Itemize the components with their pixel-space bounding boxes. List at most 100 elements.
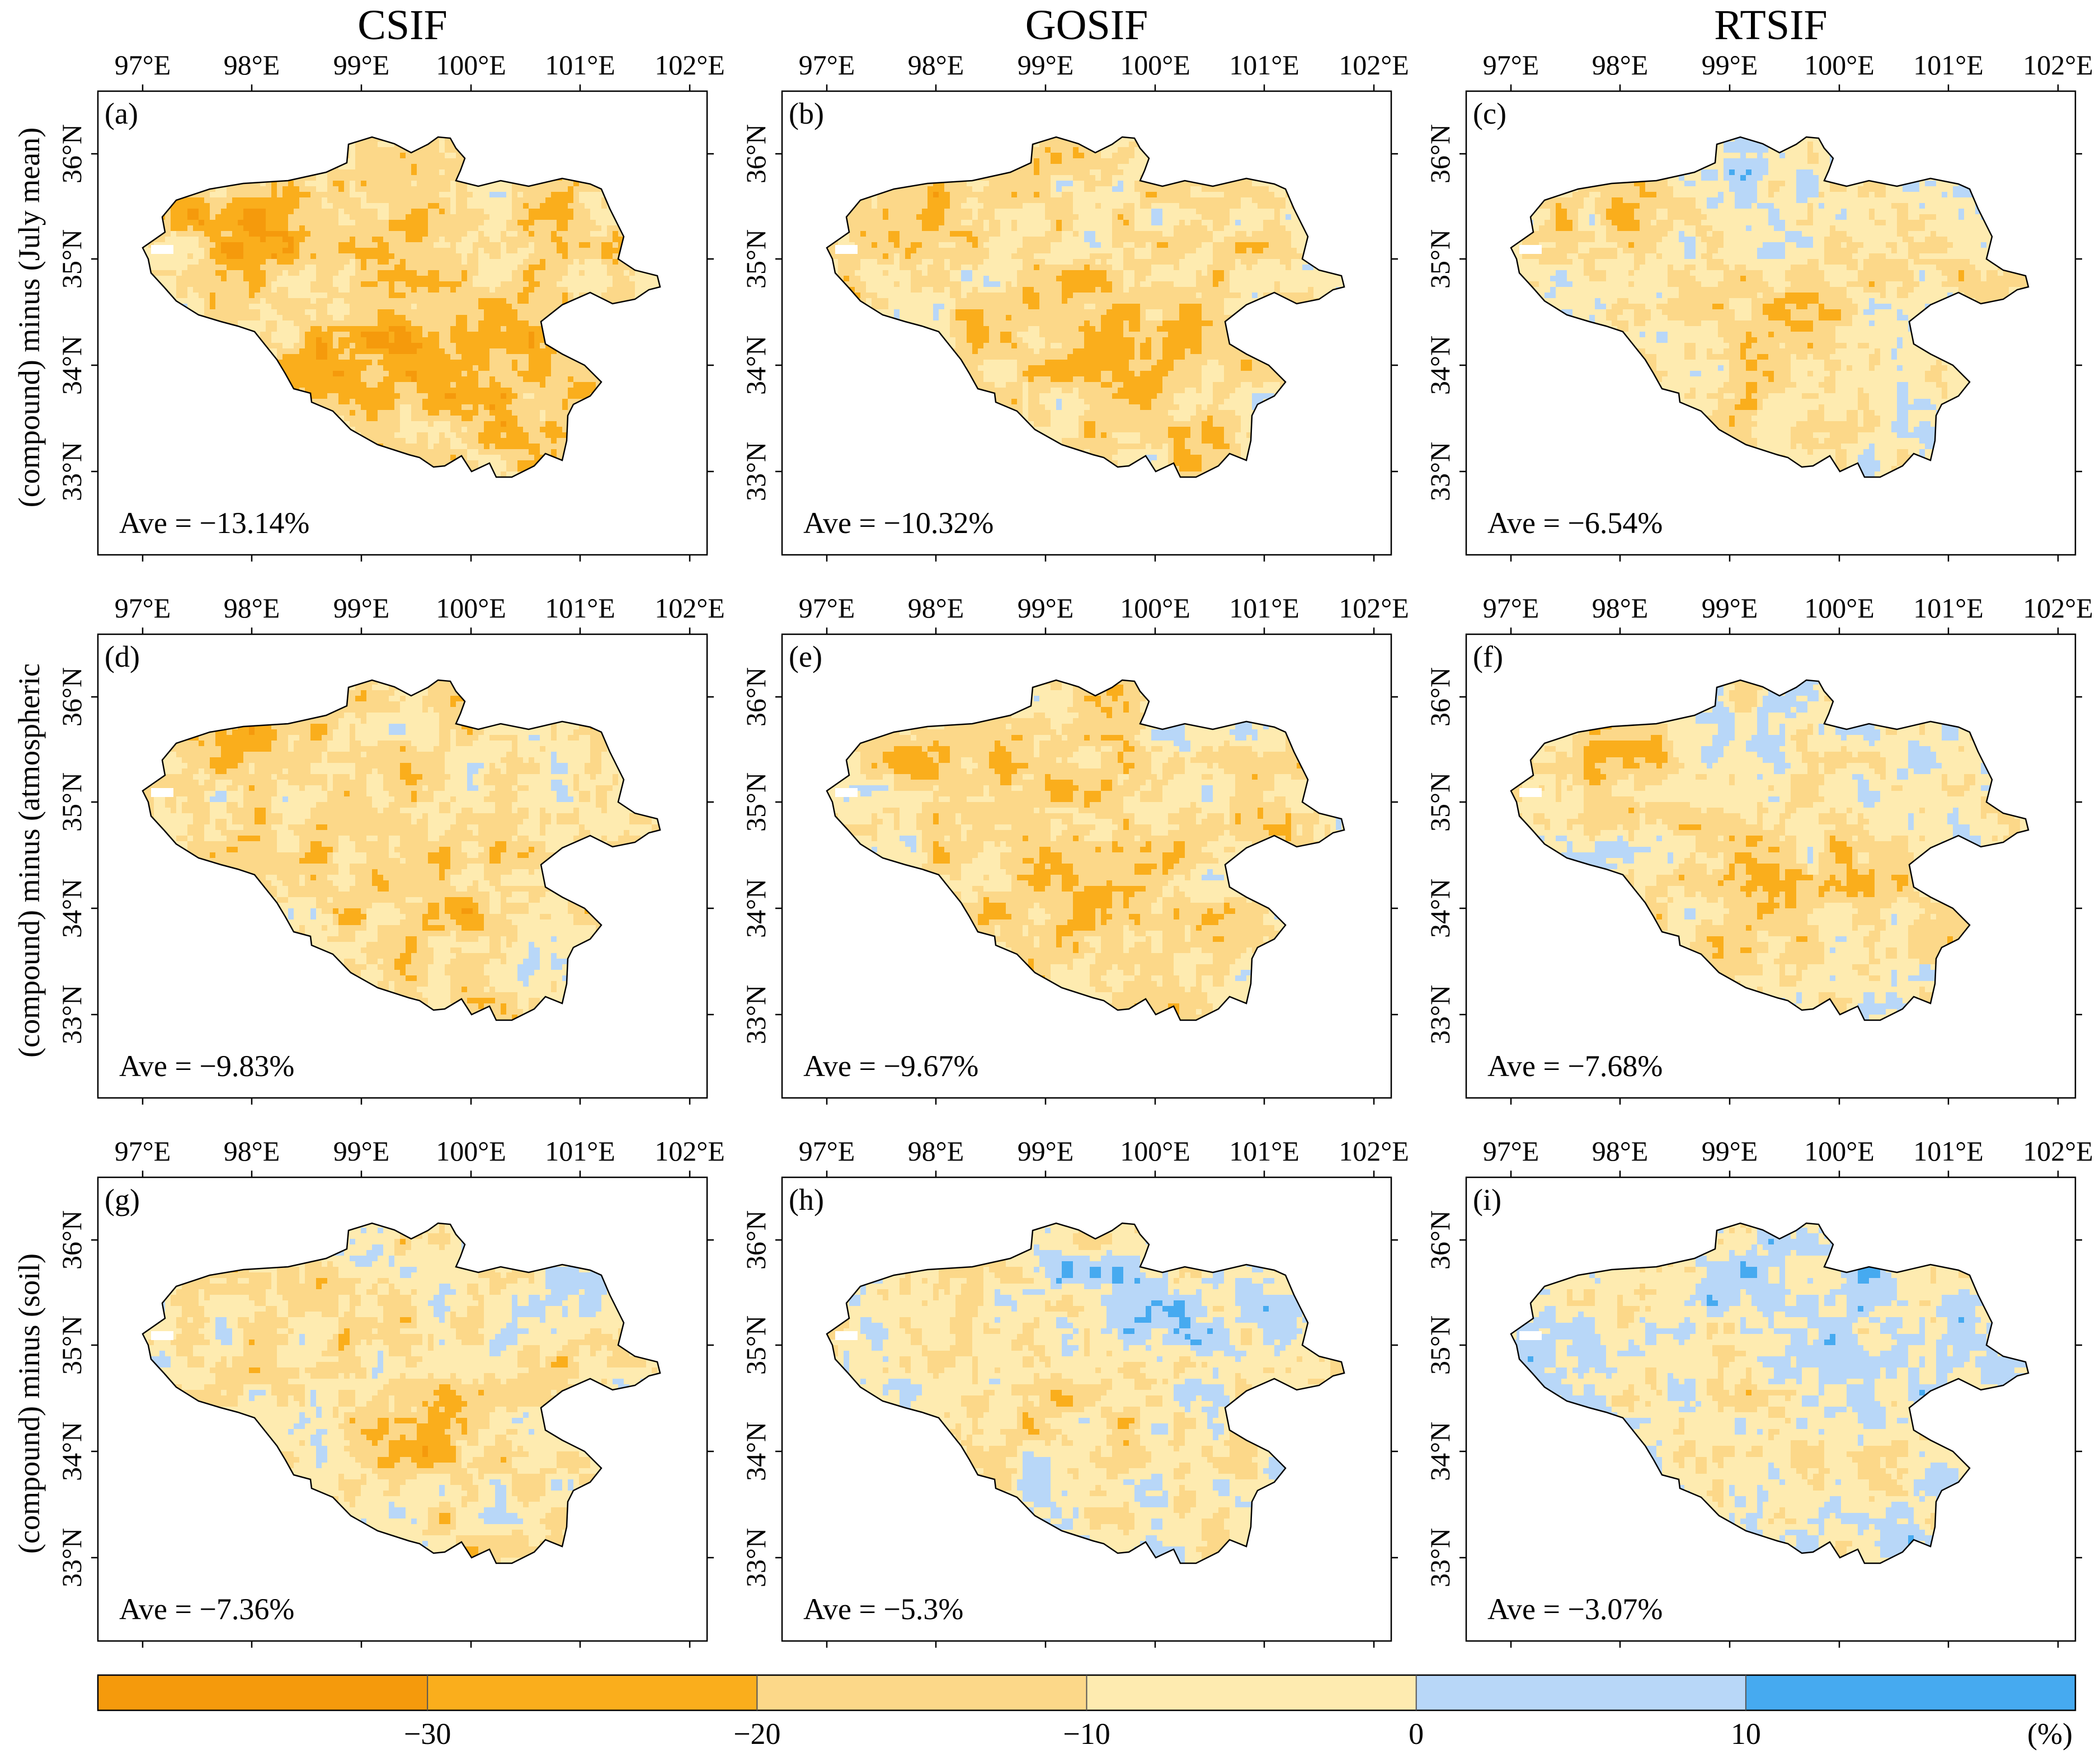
column-title: GOSIF	[1025, 2, 1148, 49]
region-boundary	[826, 679, 1345, 1021]
column-title: CSIF	[357, 2, 448, 49]
lon-tick-label: 98°E	[224, 1135, 280, 1167]
colorbar-tick-label: −30	[404, 1717, 451, 1751]
region-boundary	[1510, 1222, 2030, 1564]
lon-tick-label: 98°E	[1592, 1135, 1649, 1167]
lon-tick-label: 97°E	[1483, 1135, 1539, 1167]
lat-tick-label: 33°N	[740, 442, 771, 501]
lat-tick-label: 36°N	[740, 1210, 771, 1270]
map-panel-d: 97°E 98°E 99°E 100°E 101°E 102°E 36°N 35°N 34°N 3…	[56, 592, 725, 1105]
map-panel-e: 97°E 98°E 99°E 100°E 101°E 102°E 36°N 35°N 34°N 3…	[740, 592, 1409, 1105]
lat-tick-label: 33°N	[740, 985, 771, 1044]
lat-tick-label: 33°N	[1424, 985, 1456, 1044]
lon-tick-label: 98°E	[908, 1135, 964, 1167]
lat-tick-label: 36°N	[740, 667, 771, 727]
lon-tick-label: 99°E	[1702, 49, 1758, 81]
lon-tick-label: 100°E	[436, 49, 506, 81]
lon-tick-label: 101°E	[1229, 592, 1299, 624]
colorbar-tick-label: −10	[1063, 1717, 1110, 1751]
lon-tick-label: 100°E	[1120, 1135, 1190, 1167]
lat-tick-label: 36°N	[56, 667, 87, 727]
lat-tick-label: 36°N	[56, 124, 87, 183]
ave-annotation: Ave = −7.68%	[1487, 1049, 1663, 1083]
lon-tick-label: 97°E	[1483, 592, 1539, 624]
lon-tick-label: 100°E	[436, 1135, 506, 1167]
lat-tick-label: 35°N	[56, 1315, 87, 1375]
lat-tick-label: 36°N	[740, 124, 771, 183]
colorbar-tick-label: 10	[1731, 1717, 1761, 1751]
lat-tick-label: 33°N	[56, 442, 87, 501]
region-boundary	[142, 1222, 661, 1564]
lat-tick-label: 34°N	[740, 336, 771, 395]
lat-tick-label: 35°N	[740, 772, 771, 832]
lon-tick-label: 101°E	[1913, 592, 1984, 624]
colorbar-segment	[1745, 1675, 2075, 1710]
lon-tick-label: 102°E	[655, 592, 725, 624]
lat-tick-label: 34°N	[1424, 1422, 1456, 1481]
lon-tick-label: 101°E	[545, 49, 615, 81]
map-panel-c: 97°E 98°E 99°E 100°E 101°E 102°E 36°N 35°N 34°N 3…	[1424, 49, 2093, 562]
lon-tick-label: 99°E	[333, 592, 390, 624]
region-boundary	[826, 1222, 1345, 1564]
panel-label: (i)	[1473, 1183, 1501, 1216]
region-boundary	[142, 679, 661, 1021]
lat-tick-label: 33°N	[56, 1528, 87, 1587]
lat-tick-label: 33°N	[740, 1528, 771, 1587]
panel-label: (f)	[1473, 640, 1503, 673]
lat-tick-label: 36°N	[1424, 667, 1456, 727]
lat-tick-label: 34°N	[740, 879, 771, 938]
panel-label: (g)	[105, 1183, 140, 1216]
lon-tick-label: 101°E	[545, 592, 615, 624]
lon-tick-label: 102°E	[655, 1135, 725, 1167]
lon-tick-label: 97°E	[799, 1135, 855, 1167]
lon-tick-label: 100°E	[1120, 592, 1190, 624]
lon-tick-label: 100°E	[436, 592, 506, 624]
panel-label: (h)	[789, 1183, 824, 1216]
lon-tick-label: 99°E	[1018, 49, 1074, 81]
lon-tick-label: 100°E	[1120, 49, 1190, 81]
lon-tick-label: 100°E	[1804, 49, 1875, 81]
colorbar-segment	[98, 1675, 428, 1710]
row-title: (compound) minus (atmospheric	[12, 663, 46, 1058]
panel-label: (e)	[789, 640, 822, 673]
ave-annotation: Ave = −9.67%	[803, 1049, 978, 1083]
ave-annotation: Ave = −6.54%	[1487, 506, 1663, 540]
lon-tick-label: 102°E	[1339, 49, 1409, 81]
lon-tick-label: 101°E	[1913, 1135, 1984, 1167]
lat-tick-label: 34°N	[56, 879, 87, 938]
ave-annotation: Ave = −7.36%	[119, 1592, 294, 1626]
lon-tick-label: 99°E	[333, 49, 390, 81]
lon-tick-label: 97°E	[115, 49, 171, 81]
lon-tick-label: 102°E	[2023, 49, 2093, 81]
lon-tick-label: 99°E	[1018, 592, 1074, 624]
lat-tick-label: 35°N	[1424, 1315, 1456, 1375]
lon-tick-label: 102°E	[1339, 592, 1409, 624]
lat-tick-label: 35°N	[1424, 772, 1456, 832]
colorbar-segment	[1416, 1675, 1746, 1710]
lon-tick-label: 101°E	[1229, 1135, 1299, 1167]
map-panel-f: 97°E 98°E 99°E 100°E 101°E 102°E 36°N 35°N 34°N 3…	[1424, 592, 2093, 1105]
lon-tick-label: 102°E	[655, 49, 725, 81]
lon-tick-label: 100°E	[1804, 592, 1875, 624]
lon-tick-label: 101°E	[1229, 49, 1299, 81]
ave-annotation: Ave = −13.14%	[119, 506, 309, 540]
lon-tick-label: 100°E	[1804, 1135, 1875, 1167]
lon-tick-label: 97°E	[115, 1135, 171, 1167]
map-panel-b: 97°E 98°E 99°E 100°E 101°E 102°E 36°N 35°N 34°N 3…	[740, 49, 1409, 562]
colorbar-unit: (%)	[2027, 1717, 2073, 1751]
lat-tick-label: 34°N	[1424, 879, 1456, 938]
lon-tick-label: 102°E	[1339, 1135, 1409, 1167]
lon-tick-label: 102°E	[2023, 1135, 2093, 1167]
lat-tick-label: 33°N	[56, 985, 87, 1044]
lon-tick-label: 97°E	[799, 592, 855, 624]
region-boundary	[826, 136, 1345, 478]
lon-tick-label: 98°E	[224, 592, 280, 624]
lon-tick-label: 99°E	[1702, 592, 1758, 624]
lat-tick-label: 35°N	[56, 229, 87, 289]
ave-annotation: Ave = −5.3%	[803, 1592, 963, 1626]
colorbar: −30 −20 −10 0 10 (%)	[97, 1674, 2077, 1751]
lat-tick-label: 35°N	[740, 229, 771, 289]
row-title: (compound) minus (July mean)	[12, 128, 46, 507]
region-boundary	[1510, 679, 2030, 1021]
lat-tick-label: 34°N	[1424, 336, 1456, 395]
